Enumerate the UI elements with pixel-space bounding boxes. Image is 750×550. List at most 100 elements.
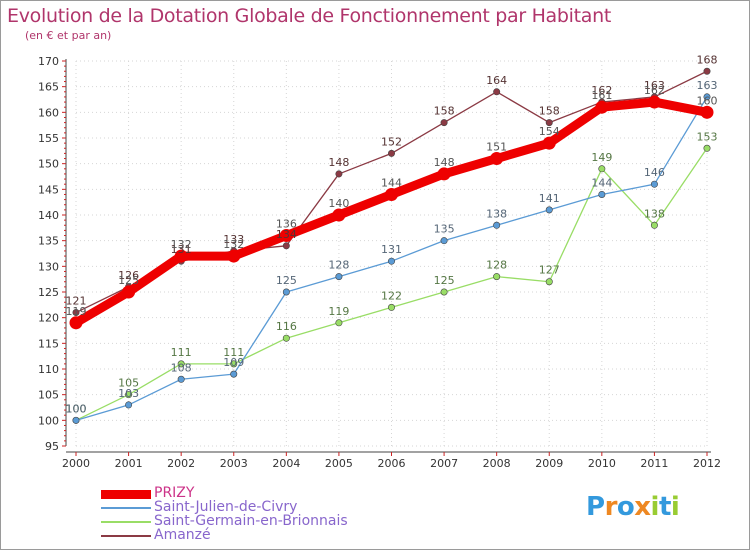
data-label-prizy: 161 [591, 89, 612, 102]
legend-swatch [101, 521, 151, 523]
legend-label: Saint-Julien-de-Civry [154, 499, 298, 515]
y-tick-label: 135 [38, 235, 59, 248]
data-label-saint-germain-en-brionnais: 111 [171, 346, 192, 359]
data-point-prizy [227, 249, 241, 263]
y-tick-label: 160 [38, 106, 59, 119]
chart-title: Evolution de la Dotation Globale de Fonc… [7, 5, 612, 27]
data-label-saint-germain-en-brionnais: 119 [328, 305, 349, 318]
data-point-amanze [72, 309, 80, 317]
data-point-prizy [647, 95, 661, 109]
data-label-saint-germain-en-brionnais: 105 [118, 377, 139, 390]
data-point-saint-julien-de-civry [703, 93, 711, 101]
y-tick-label: 100 [38, 414, 59, 427]
data-label-saint-julien-de-civry: 100 [66, 402, 87, 415]
logo-letter: r [604, 492, 618, 522]
logo-letter: o [616, 492, 635, 522]
data-point-amanze [703, 67, 711, 75]
data-label-saint-julien-de-civry: 144 [591, 176, 612, 189]
data-point-saint-germain-en-brionnais [125, 391, 133, 399]
data-point-saint-julien-de-civry [440, 237, 448, 245]
x-tick-label: 2000 [62, 457, 90, 470]
data-point-saint-julien-de-civry [545, 206, 553, 214]
logo-letter: t [658, 492, 671, 522]
data-label-amanze: 158 [539, 105, 560, 118]
data-label-amanze: 121 [66, 295, 87, 308]
data-label-amanze: 163 [644, 79, 665, 92]
x-tick-label: 2009 [535, 457, 563, 470]
data-point-saint-julien-de-civry [125, 401, 133, 409]
data-point-saint-julien-de-civry [493, 221, 501, 229]
data-label-prizy: 140 [328, 197, 349, 210]
data-point-saint-germain-en-brionnais [335, 319, 343, 327]
data-label-prizy: 136 [276, 218, 297, 231]
data-label-prizy: 132 [223, 238, 244, 251]
data-point-amanze [335, 170, 343, 178]
data-label-saint-julien-de-civry: 109 [223, 356, 244, 369]
y-tick-label: 150 [38, 158, 59, 171]
y-tick-label: 125 [38, 286, 59, 299]
logo-letter: P [586, 492, 605, 522]
data-label-saint-julien-de-civry: 125 [276, 274, 297, 287]
data-label-prizy: 119 [66, 305, 87, 318]
data-point-saint-germain-en-brionnais [598, 165, 606, 173]
data-point-prizy [542, 136, 556, 150]
x-tick-label: 2005 [325, 457, 353, 470]
data-label-saint-germain-en-brionnais: 127 [539, 264, 560, 277]
data-point-prizy [490, 152, 504, 166]
data-point-saint-germain-en-brionnais [230, 360, 238, 368]
data-label-saint-germain-en-brionnais: 138 [644, 207, 665, 220]
data-label-prizy: 125 [118, 274, 139, 287]
data-label-saint-germain-en-brionnais: 122 [381, 289, 402, 302]
data-label-amanze: 131 [171, 243, 192, 256]
x-tick-label: 2001 [115, 457, 143, 470]
data-label-saint-julien-de-civry: 128 [328, 259, 349, 272]
data-label-amanze: 168 [697, 53, 718, 66]
x-tick-label: 2007 [430, 457, 458, 470]
data-label-saint-julien-de-civry: 135 [434, 223, 455, 236]
data-point-amanze [493, 88, 501, 96]
x-tick-label: 2011 [640, 457, 668, 470]
data-label-saint-julien-de-civry: 163 [697, 79, 718, 92]
data-label-prizy: 154 [539, 125, 560, 138]
x-tick-label: 2003 [220, 457, 248, 470]
y-tick-label: 145 [38, 183, 59, 196]
data-label-saint-germain-en-brionnais: 100 [66, 402, 87, 415]
data-label-amanze: 133 [223, 233, 244, 246]
data-label-amanze: 152 [381, 135, 402, 148]
data-point-prizy [437, 167, 451, 181]
y-tick-label: 170 [38, 55, 59, 68]
data-label-amanze: 134 [276, 228, 297, 241]
x-tick-label: 2004 [272, 457, 300, 470]
data-point-saint-germain-en-brionnais [440, 288, 448, 296]
data-label-saint-germain-en-brionnais: 111 [223, 346, 244, 359]
data-point-prizy [332, 208, 346, 222]
data-point-prizy [700, 105, 714, 119]
x-tick-label: 2010 [588, 457, 616, 470]
data-point-saint-julien-de-civry [177, 375, 185, 383]
y-tick-label: 165 [38, 81, 59, 94]
legend-swatch [101, 535, 151, 537]
data-label-amanze: 158 [434, 105, 455, 118]
data-point-saint-julien-de-civry [72, 416, 80, 424]
data-point-amanze [282, 242, 290, 250]
data-point-saint-germain-en-brionnais [177, 360, 185, 368]
data-label-saint-julien-de-civry: 131 [381, 243, 402, 256]
y-tick-label: 140 [38, 209, 59, 222]
data-label-prizy: 160 [697, 94, 718, 107]
legend-label: Amanzé [154, 527, 211, 543]
y-tick-label: 95 [45, 440, 59, 453]
data-label-saint-julien-de-civry: 146 [644, 166, 665, 179]
data-label-prizy: 144 [381, 176, 402, 189]
data-point-saint-julien-de-civry [598, 190, 606, 198]
data-point-saint-germain-en-brionnais [650, 221, 658, 229]
data-point-saint-julien-de-civry [387, 257, 395, 265]
data-point-prizy [279, 229, 293, 243]
data-point-prizy [69, 316, 83, 330]
logo-letter: x [634, 492, 651, 522]
logo-letter: i [670, 492, 680, 522]
data-point-saint-germain-en-brionnais [387, 303, 395, 311]
data-label-prizy: 162 [644, 84, 665, 97]
data-label-prizy: 151 [486, 141, 507, 154]
x-tick-label: 2012 [693, 457, 721, 470]
data-label-saint-germain-en-brionnais: 128 [486, 259, 507, 272]
